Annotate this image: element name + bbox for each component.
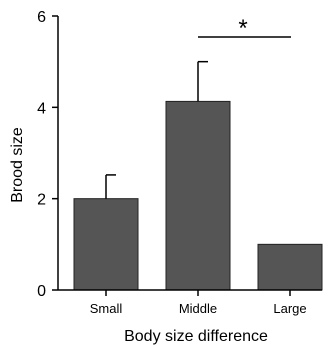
y-tick-label: 4 xyxy=(37,100,46,117)
error-bars-layer xyxy=(105,60,208,199)
bars-layer xyxy=(73,100,323,291)
bar-middle xyxy=(165,100,231,291)
y-axis-title: Brood size xyxy=(9,127,26,203)
x-tick-label-middle: Middle xyxy=(179,301,217,316)
x-ticks: Small Middle Large xyxy=(90,290,307,316)
significance-annotation: * xyxy=(198,15,291,42)
significance-star: * xyxy=(238,15,247,42)
x-tick-label-large: Large xyxy=(273,301,306,316)
y-tick-label: 6 xyxy=(37,9,46,26)
y-tick-label: 0 xyxy=(37,283,46,300)
x-axis-title: Body size difference xyxy=(124,328,268,345)
bar-large xyxy=(257,243,323,291)
bar-small xyxy=(73,198,139,291)
y-tick-label: 2 xyxy=(37,192,46,209)
x-tick-label-small: Small xyxy=(90,301,123,316)
y-ticks: 0 2 4 6 xyxy=(37,9,58,300)
